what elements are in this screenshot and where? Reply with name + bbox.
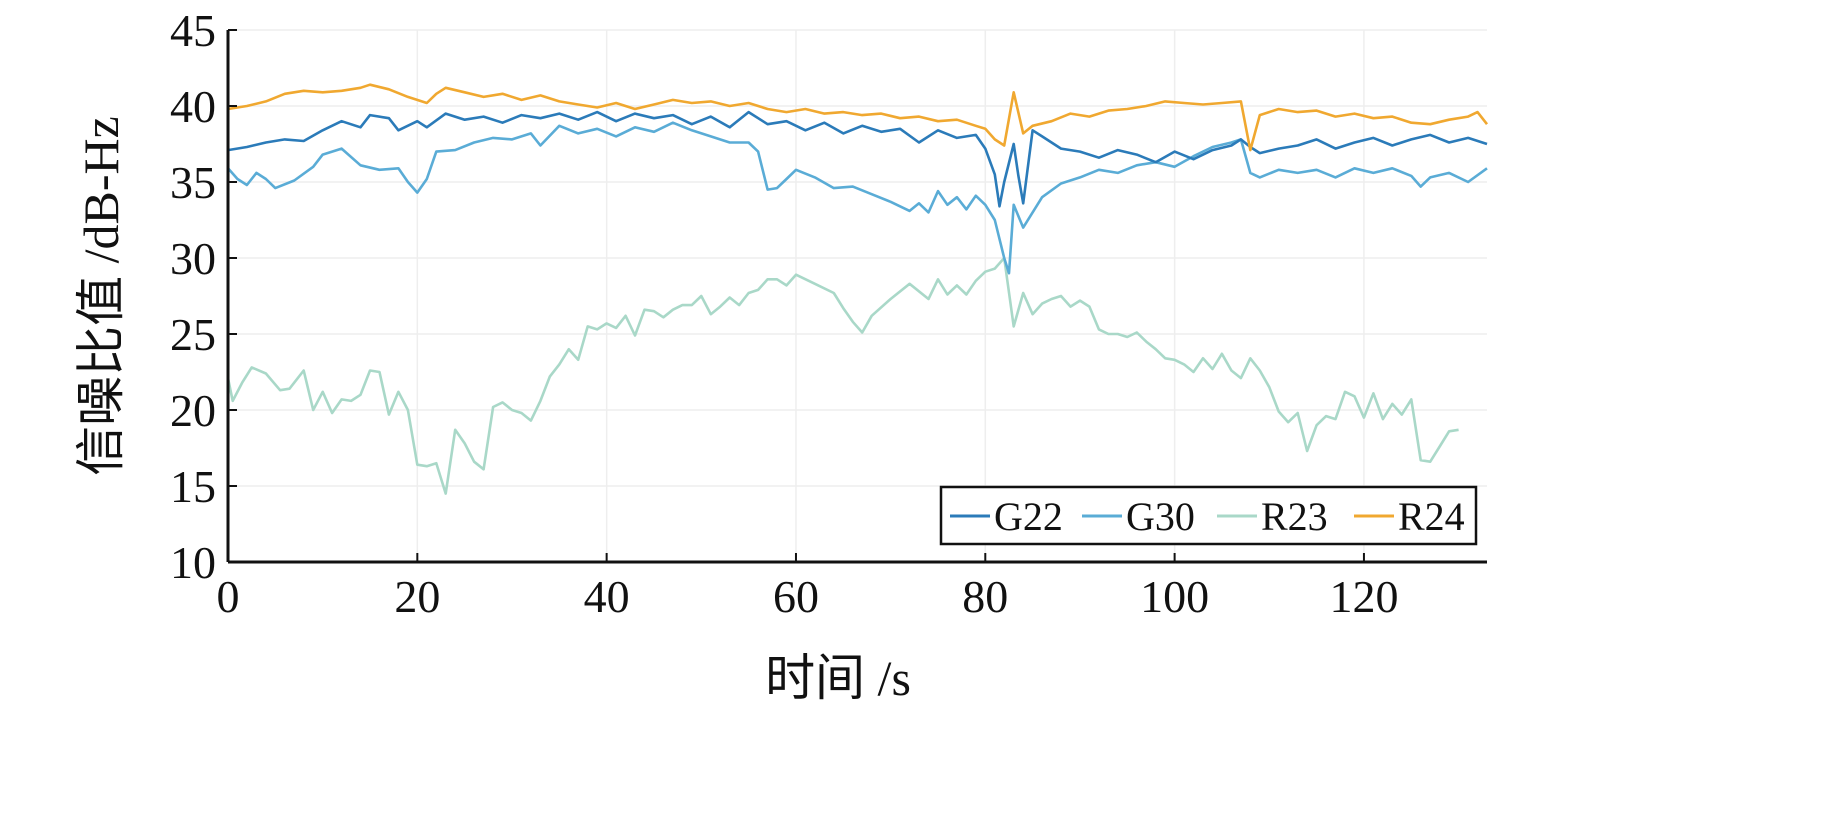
x-tick-label: 100 — [1140, 571, 1209, 622]
series-line-r24 — [227, 83, 1489, 152]
series-line-r23 — [226, 256, 1459, 495]
x-axis-title: 时间 /s — [765, 650, 911, 706]
series-line-g22 — [227, 110, 1488, 208]
y-tick-label: 20 — [170, 385, 216, 436]
y-tick-label: 35 — [170, 157, 216, 208]
legend-label-g30: G30 — [1126, 494, 1195, 539]
y-tick-label: 40 — [170, 81, 216, 132]
x-tick-label: 0 — [217, 571, 240, 622]
y-tick-label: 25 — [170, 309, 216, 360]
legend-label-r23: R23 — [1261, 494, 1328, 539]
axes — [226, 30, 1487, 564]
y-tick-label: 15 — [170, 461, 216, 512]
y-axis-title: 信噪比值 /dB-Hz — [73, 116, 129, 476]
legend: G22 G30 R23 R24 — [939, 485, 1478, 546]
x-tick-label: 80 — [962, 571, 1008, 622]
grid-lines — [228, 29, 1487, 562]
x-tick-label: 120 — [1329, 571, 1398, 622]
x-tick-label: 60 — [773, 571, 819, 622]
x-tick-label: 20 — [394, 571, 440, 622]
legend-label-g22: G22 — [994, 494, 1063, 539]
legend-label-r24: R24 — [1398, 494, 1465, 539]
series-line-g30 — [227, 121, 1488, 275]
x-tick-label: 40 — [584, 571, 630, 622]
y-tick-label: 10 — [170, 537, 216, 588]
tick-labels: 0 20 40 60 80 100 120 10 15 20 25 30 35 40 45 — [170, 5, 1398, 622]
y-tick-label: 30 — [170, 233, 216, 284]
y-tick-label: 45 — [170, 5, 216, 56]
series-lines — [226, 83, 1489, 495]
